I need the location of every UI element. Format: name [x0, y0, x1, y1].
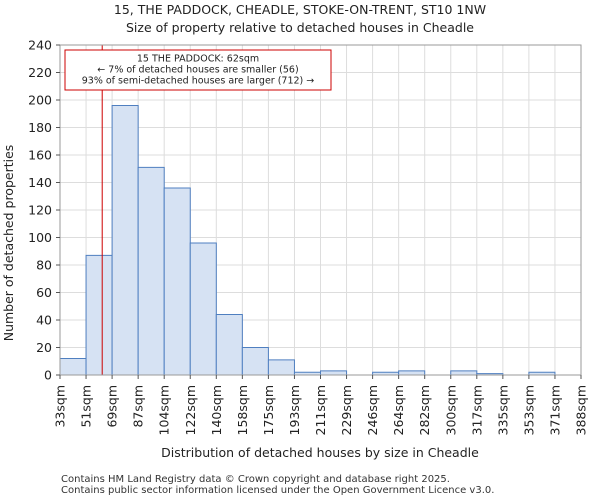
histogram-bar — [398, 370, 426, 376]
chart-title: 15, THE PADDOCK, CHEADLE, STOKE-ON-TRENT… — [114, 2, 486, 17]
histogram-bar — [267, 359, 295, 376]
x-tick-label: 104sqm — [157, 385, 172, 435]
annotation-line-3: 93% of semi-detached houses are larger (… — [82, 76, 315, 87]
histogram-bar — [111, 105, 139, 376]
histogram-bar — [85, 254, 113, 376]
y-tick-label: 20 — [36, 340, 52, 355]
y-tick-label: 180 — [28, 120, 52, 135]
histogram-bar — [137, 166, 165, 376]
x-tick-label: 335sqm — [495, 385, 510, 435]
x-tick-label: 353sqm — [521, 385, 536, 435]
x-tick-label: 246sqm — [365, 385, 380, 435]
x-axis-label: Distribution of detached houses by size … — [161, 445, 479, 460]
footer-copyright: Contains HM Land Registry data © Crown c… — [61, 474, 450, 485]
x-tick-label: 388sqm — [574, 385, 589, 435]
x-tick-label: 211sqm — [313, 385, 328, 435]
y-tick-label: 0 — [44, 368, 52, 383]
chart-subtitle: Size of property relative to detached ho… — [126, 20, 474, 35]
y-tick-label: 140 — [28, 175, 52, 190]
annotation-line-1: 15 THE PADDOCK: 62sqm — [137, 54, 259, 65]
histogram-bar — [189, 242, 217, 376]
x-tick-label: 371sqm — [547, 385, 562, 435]
y-tick-label: 160 — [28, 148, 52, 163]
x-tick-label: 264sqm — [391, 385, 406, 435]
annotation-box: 15 THE PADDOCK: 62sqm ← 7% of detached h… — [64, 49, 332, 91]
x-tick-label: 140sqm — [209, 385, 224, 435]
footer-licence: Contains public sector information licen… — [61, 485, 495, 496]
x-tick-label: 69sqm — [105, 385, 120, 428]
x-tick-label: 193sqm — [287, 385, 302, 435]
bars — [59, 105, 556, 376]
x-tick-label: 158sqm — [235, 385, 250, 435]
x-tick-label: 229sqm — [339, 385, 354, 435]
x-tick-label: 33sqm — [53, 385, 68, 428]
y-tick-label: 200 — [28, 93, 52, 108]
histogram-bar — [320, 370, 348, 376]
x-tick-label: 282sqm — [417, 385, 432, 435]
y-tick-label: 120 — [28, 203, 52, 218]
y-tick-label: 80 — [36, 258, 52, 273]
x-tick-label: 175sqm — [261, 385, 276, 435]
x-tick-label: 87sqm — [131, 385, 146, 428]
y-tick-label: 40 — [36, 313, 52, 328]
x-axis-ticks: 33sqm 51sqm 69sqm 87sqm 104sqm 122sqm 140sqm 15… — [53, 375, 589, 435]
x-tick-label: 317sqm — [469, 385, 484, 435]
x-tick-label: 122sqm — [183, 385, 198, 435]
y-axis-ticks: 0 20 40 60 80 100 120 140 160 180 200 220 240 — [28, 38, 60, 383]
annotation-line-2: ← 7% of detached houses are smaller (56) — [97, 65, 298, 76]
y-tick-label: 60 — [36, 285, 52, 300]
histogram-bar — [241, 347, 269, 376]
y-axis-label: Number of detached properties — [1, 145, 16, 342]
histogram-bar — [450, 370, 478, 376]
annotation-border — [64, 49, 332, 91]
x-tick-label: 300sqm — [443, 385, 458, 435]
y-tick-label: 100 — [28, 230, 52, 245]
histogram-bar — [163, 187, 191, 376]
x-tick-label: 51sqm — [79, 385, 94, 428]
y-tick-label: 220 — [28, 65, 52, 80]
y-tick-label: 240 — [28, 38, 52, 53]
histogram-bar — [215, 314, 243, 376]
histogram-bar — [59, 358, 87, 376]
